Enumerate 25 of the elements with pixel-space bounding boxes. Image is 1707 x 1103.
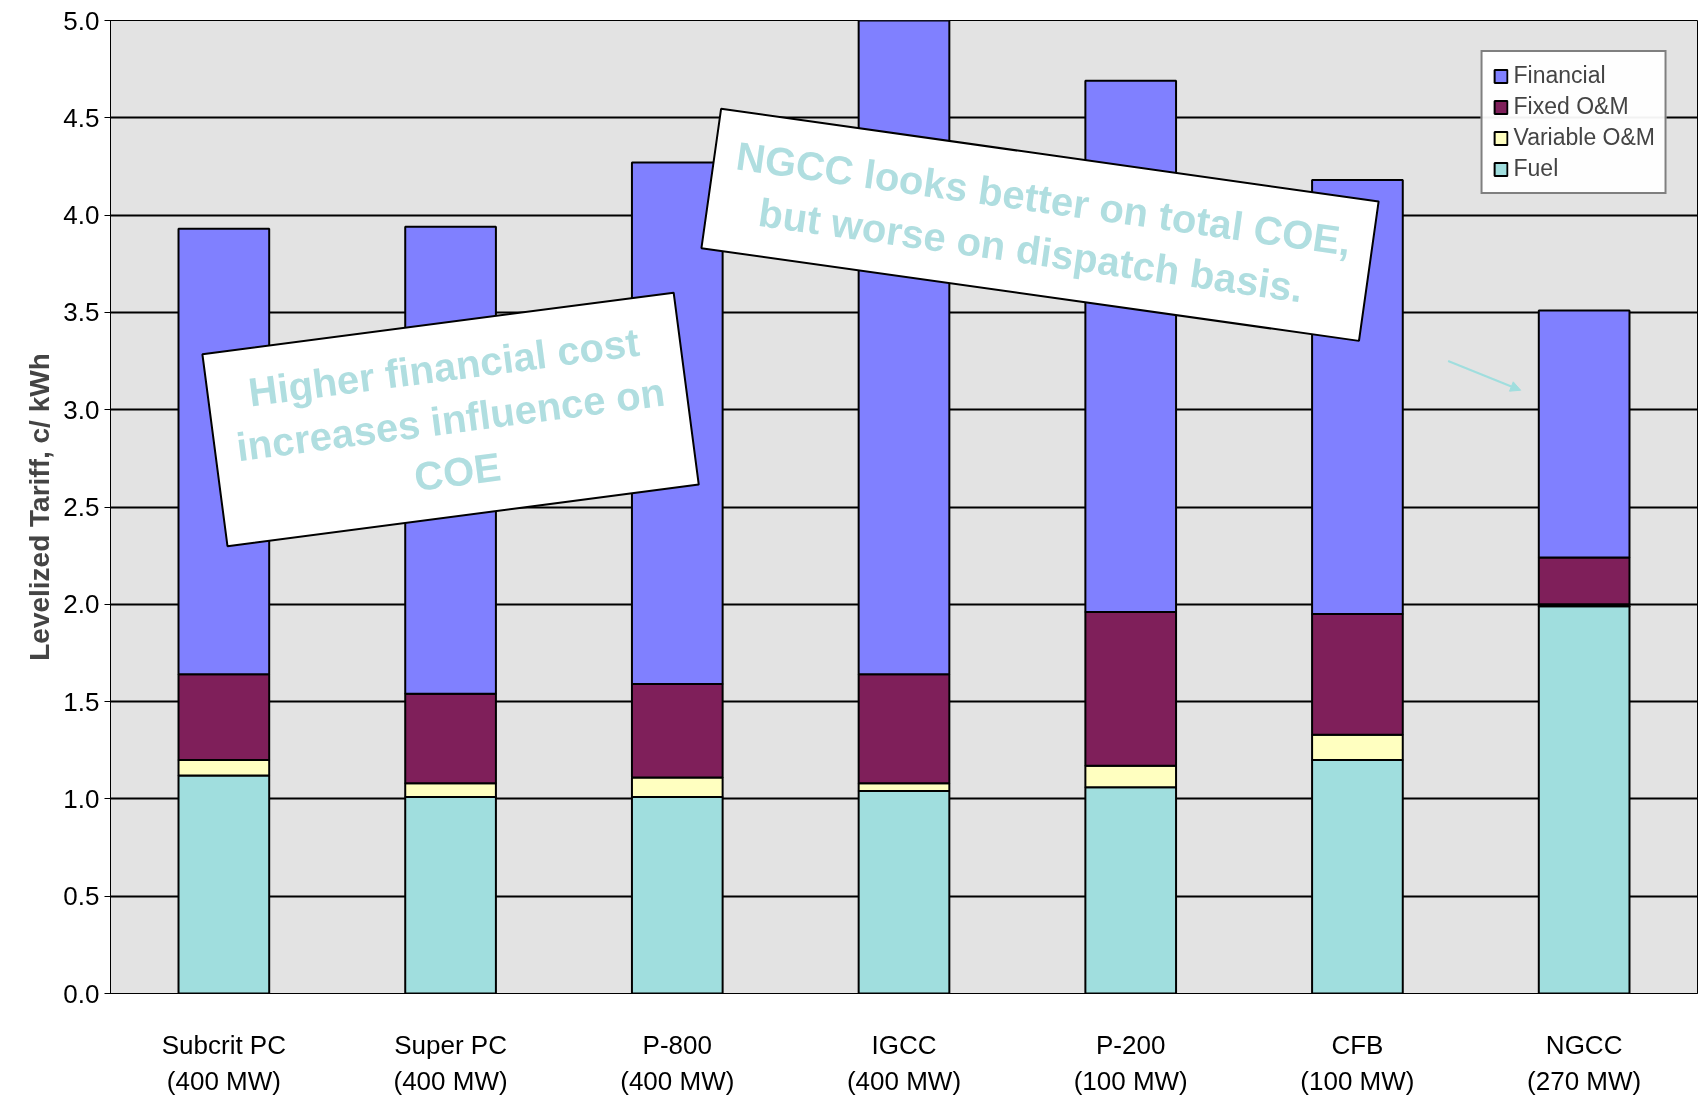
annotation: NGCC looks better on total COE, but worse on dispatch basis. (733, 133, 1354, 311)
y-tick-label: 3.5 (63, 297, 100, 328)
y-axis-title: Levelized Tariff, c/ kWh (24, 353, 56, 661)
legend-label: Financial (1513, 62, 1606, 89)
x-tick-label: CFB (100 MW) (1300, 1029, 1415, 1096)
x-tick-label: P-200 (100 MW) (1073, 1029, 1188, 1096)
x-tick-label: IGCC (400 MW) (846, 1029, 962, 1096)
y-tick-label: 4.0 (63, 200, 100, 231)
y-tick-label: 5.0 (63, 5, 100, 36)
y-tick-label: 3.0 (63, 394, 100, 425)
legend-label: Variable O&M (1513, 124, 1655, 151)
legend-label: Fuel (1513, 155, 1559, 182)
x-tick-label: P-800 (400 MW) (620, 1029, 735, 1096)
y-tick-label: 1.5 (63, 686, 100, 717)
y-tick-label: 0.0 (63, 978, 100, 1009)
y-tick-label: 2.5 (63, 492, 100, 522)
y-tick-label: 4.5 (63, 102, 100, 133)
y-tick-label: 0.5 (63, 881, 100, 912)
y-tick-label: 1.0 (63, 783, 100, 814)
x-tick-label: Super PC (400 MW) (393, 1029, 508, 1096)
x-tick-label: NGCC (270 MW) (1527, 1029, 1642, 1096)
annotation: Higher financial cost increases influence on COE (233, 319, 668, 500)
legend-label: Fixed O&M (1513, 93, 1629, 120)
x-tick-label: Subcrit PC (400 MW) (161, 1029, 286, 1096)
y-tick-label: 2.0 (63, 589, 100, 620)
